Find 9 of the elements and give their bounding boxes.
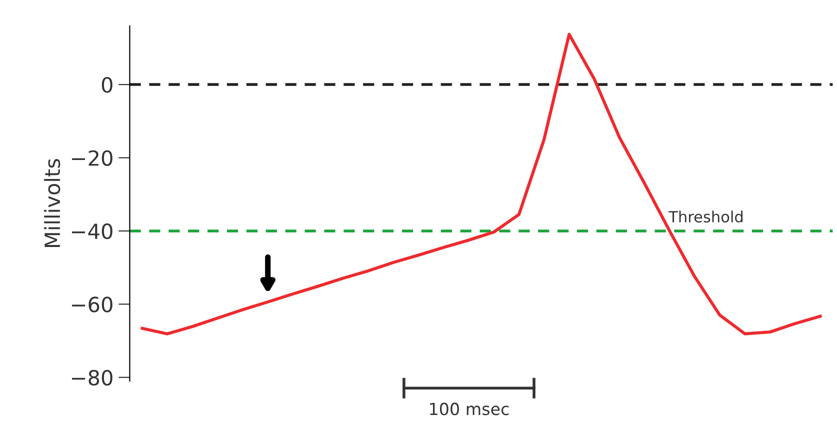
y-tick-label: −60 — [72, 296, 112, 312]
y-tick-label: 0 — [102, 77, 112, 93]
line-series — [140, 32, 822, 336]
y-axis-title: Millivolts — [44, 159, 60, 247]
y-tick-label: −80 — [72, 370, 112, 386]
text: 100 msec — [430, 402, 509, 416]
ref-line-label: Threshold — [668, 210, 743, 223]
y-tick-label: −40 — [72, 223, 112, 240]
y-tick-label: −20 — [72, 150, 112, 166]
